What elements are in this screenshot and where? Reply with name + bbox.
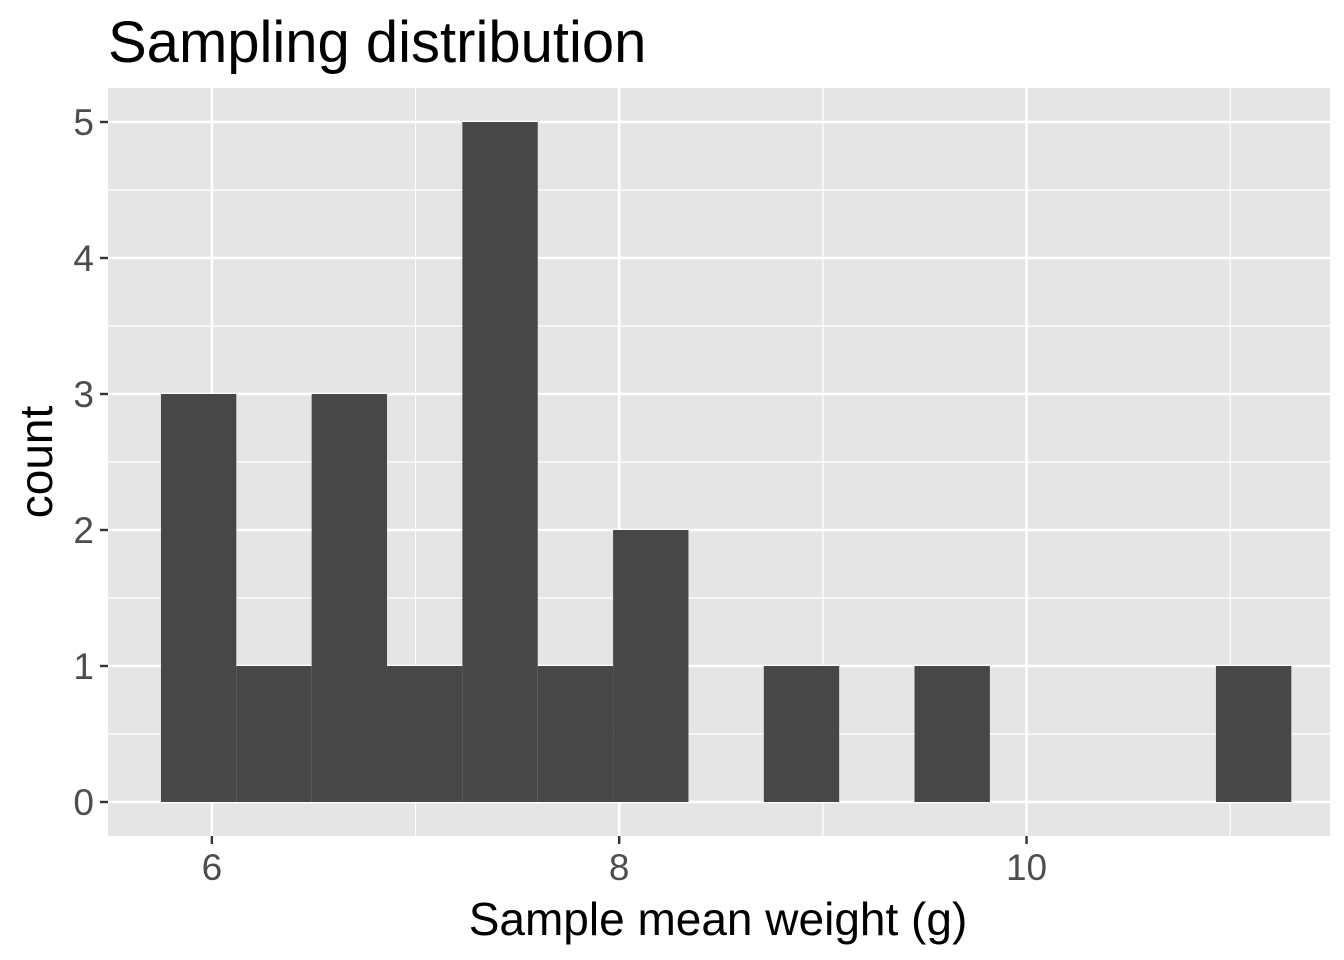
histogram-bar <box>763 666 840 802</box>
y-tick-label: 0 <box>73 782 94 823</box>
histogram-bar <box>537 666 614 802</box>
x-tick-label: 6 <box>202 847 223 888</box>
histogram-bar <box>311 394 388 802</box>
histogram-bar <box>613 530 689 802</box>
y-tick-label: 3 <box>73 374 94 415</box>
histogram-bar <box>1215 666 1292 802</box>
histogram-bar <box>387 666 463 802</box>
y-tick-label: 2 <box>73 510 94 551</box>
x-tick-label: 8 <box>609 847 630 888</box>
histogram-bar <box>160 394 237 802</box>
x-axis: 6 8 10 <box>202 836 1047 888</box>
histogram-bar <box>914 666 990 802</box>
chart-title: Sampling distribution <box>108 10 646 75</box>
y-tick-label: 1 <box>73 646 94 687</box>
y-axis-title: count <box>10 406 62 519</box>
x-tick-label: 10 <box>1006 847 1047 888</box>
y-tick-label: 4 <box>73 238 94 279</box>
histogram-bar <box>236 666 312 802</box>
y-tick-label: 5 <box>73 102 94 143</box>
x-axis-title: Sample mean weight (g) <box>469 893 968 945</box>
y-axis: 0 1 2 3 4 5 <box>73 102 108 823</box>
histogram-bar <box>462 122 538 802</box>
histogram-bars <box>160 122 1292 802</box>
